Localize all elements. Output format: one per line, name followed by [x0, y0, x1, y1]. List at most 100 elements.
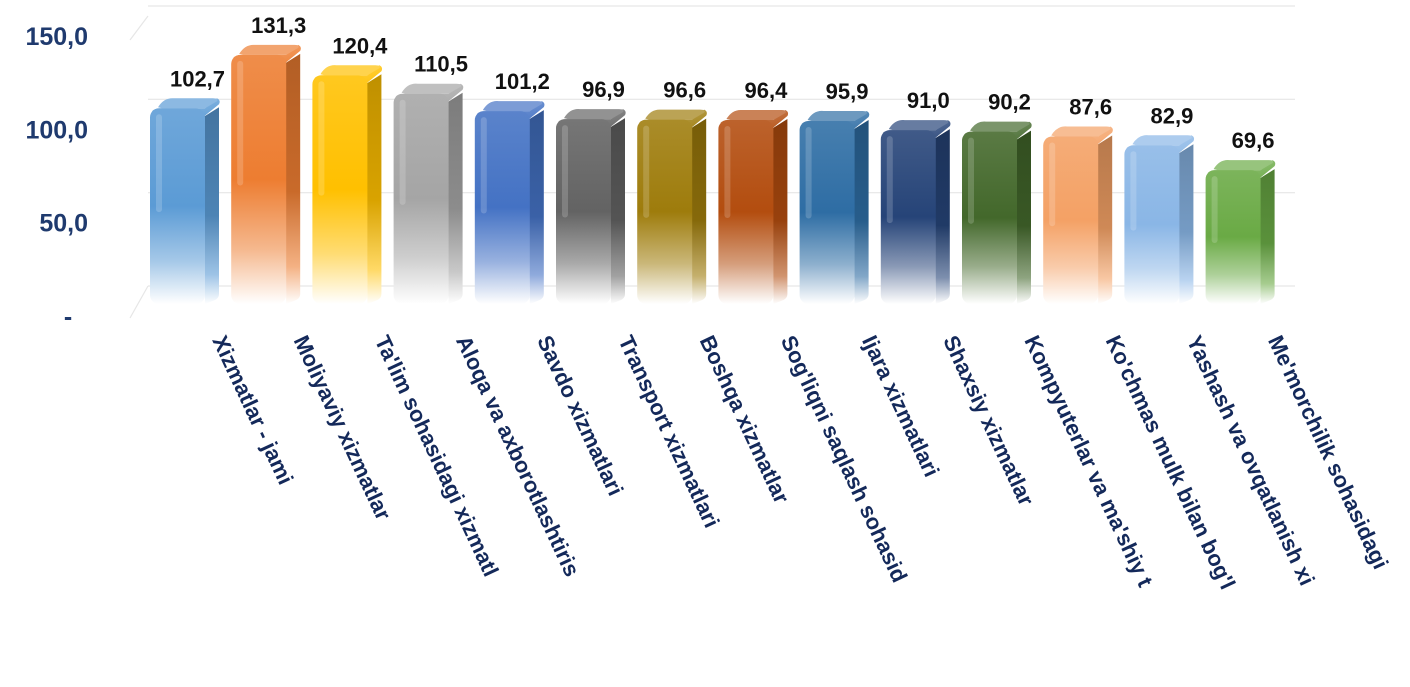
category-label: Shaxsiy xizmatlar	[938, 332, 1039, 510]
bar	[1205, 159, 1276, 304]
bar-highlight	[399, 99, 406, 205]
bar-highlight	[886, 136, 893, 224]
y-tick-label: -	[64, 303, 72, 331]
value-label: 96,4	[744, 78, 788, 103]
value-label: 131,3	[251, 13, 306, 38]
bar-side	[771, 119, 788, 304]
bar-highlight	[1049, 142, 1056, 227]
value-label: 96,9	[582, 77, 625, 102]
bar-highlight	[318, 81, 325, 196]
value-label: 110,5	[414, 52, 468, 77]
bar-highlight	[480, 117, 487, 214]
bar-cap	[564, 109, 624, 120]
bar	[312, 65, 383, 305]
bar-front	[718, 120, 774, 304]
bar-side	[446, 92, 463, 304]
bar-side	[1096, 135, 1113, 304]
bar-side	[609, 118, 625, 305]
bar-side	[203, 107, 219, 304]
category-label: Savdo xizmatlari	[532, 332, 628, 500]
bar	[799, 110, 870, 304]
bar-cap	[482, 101, 543, 112]
bar-cap	[807, 110, 868, 121]
bar-highlight	[562, 125, 568, 218]
bar-front	[393, 93, 449, 304]
bar-front	[312, 75, 368, 305]
bar-side	[852, 119, 869, 304]
bar-side	[690, 118, 707, 305]
bar-cap	[726, 109, 786, 121]
bar-cap	[1051, 126, 1111, 137]
category-label: Xizmatlar - jami	[207, 332, 298, 489]
bars	[150, 44, 1276, 305]
y-tick-label: 50,0	[39, 210, 88, 238]
value-label: 82,9	[1150, 103, 1193, 128]
bar-cap	[1213, 159, 1274, 171]
bar-highlight	[1211, 176, 1218, 244]
gridlines	[129, 5, 1295, 319]
bar-highlight	[237, 60, 244, 186]
value-label: 102,7	[170, 66, 225, 91]
bar	[556, 109, 626, 305]
side-edge	[129, 15, 149, 41]
bar-side	[1015, 130, 1031, 304]
bar-side	[1177, 144, 1194, 304]
value-label: 91,0	[907, 88, 950, 113]
bar	[231, 44, 301, 305]
bar-cap	[888, 120, 949, 131]
bar-front	[637, 119, 693, 305]
bar-front	[880, 130, 936, 304]
value-labels: 102,7 131,3 120,4 110,5 101,2 96,9 96,6 96,4 95,…	[170, 13, 1275, 153]
bar-front	[1124, 145, 1180, 304]
y-tick-label: 150,0	[25, 23, 88, 51]
bar-side	[1258, 169, 1275, 304]
bar-front	[962, 131, 1017, 304]
value-label: 96,6	[663, 78, 706, 103]
bar-highlight	[643, 125, 650, 218]
bar	[637, 109, 707, 305]
bar-cap	[645, 109, 705, 120]
bar-front	[474, 111, 530, 305]
bar-front	[150, 108, 205, 304]
bar	[880, 120, 951, 304]
bar-highlight	[156, 114, 162, 213]
value-label: 120,4	[332, 33, 388, 58]
bar-side	[365, 74, 382, 305]
bar-cap	[320, 65, 380, 76]
bar-cap	[401, 83, 462, 94]
bar-side	[284, 53, 301, 305]
bar	[1043, 126, 1113, 304]
floor-edge	[129, 285, 149, 319]
category-label: Boshqa xizmatlar	[695, 332, 795, 508]
bar-highlight	[968, 137, 974, 224]
category-label: Ijara xizmatlari	[857, 332, 944, 481]
bar	[718, 109, 789, 304]
bar-highlight	[805, 126, 812, 219]
bar-front	[556, 119, 611, 305]
bar	[150, 98, 220, 304]
y-axis-ticks: - 50,0 100,0 150,0	[25, 23, 88, 331]
bar-cap	[970, 121, 1030, 132]
bar-cap	[158, 98, 218, 109]
bar-highlight	[1130, 151, 1137, 231]
bar-front	[231, 54, 287, 305]
value-label: 95,9	[826, 79, 869, 104]
bar-front	[1205, 170, 1261, 304]
value-label: 69,6	[1232, 128, 1275, 153]
y-tick-label: 100,0	[25, 116, 88, 144]
value-label: 90,2	[988, 90, 1031, 115]
bar-front	[799, 120, 855, 304]
value-label: 87,6	[1069, 94, 1112, 119]
bar	[1124, 135, 1195, 304]
bar-side	[527, 110, 544, 305]
value-label: 101,2	[495, 69, 550, 94]
bar-cap	[1132, 135, 1192, 146]
bar-highlight	[724, 126, 731, 219]
bar	[962, 121, 1032, 304]
bar-side	[933, 129, 950, 304]
bar	[474, 101, 545, 305]
bar	[393, 83, 464, 304]
bar-cap	[239, 44, 299, 55]
